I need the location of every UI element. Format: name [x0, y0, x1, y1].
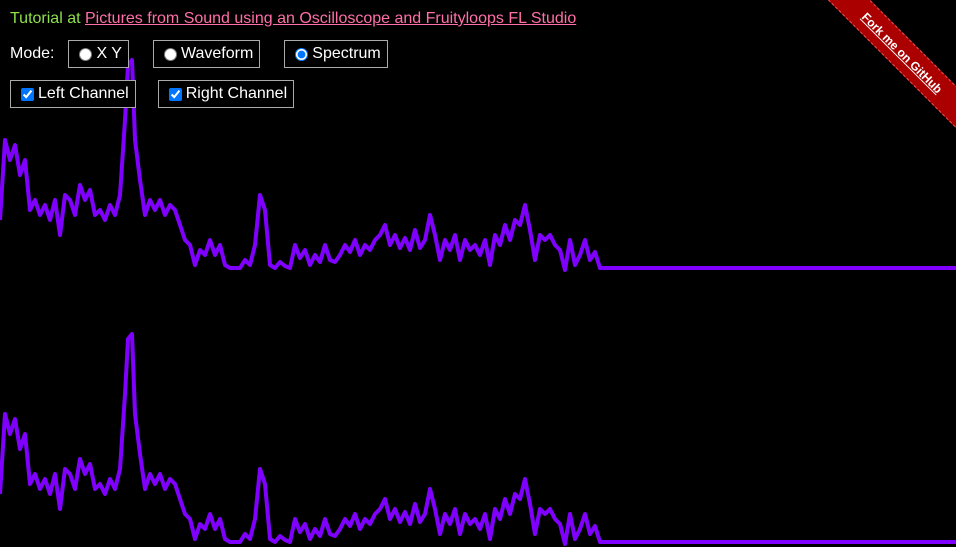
mode-option[interactable]: Spectrum	[284, 40, 388, 68]
channel-label: Left Channel	[38, 85, 129, 102]
channel-option[interactable]: Right Channel	[157, 80, 295, 108]
right-spectrum	[0, 332, 956, 546]
channel-checkbox[interactable]	[168, 87, 182, 101]
mode-label: Mode:	[10, 45, 55, 62]
tutorial-link[interactable]: Pictures from Sound using an Oscilloscop…	[85, 10, 577, 27]
header-prefix: Tutorial at	[10, 10, 81, 27]
channel-checkbox[interactable]	[21, 87, 34, 101]
mode-radio[interactable]	[79, 47, 93, 61]
mode-option[interactable]: Waveform	[152, 40, 261, 68]
controls: Tutorial at Pictures from Sound using an…	[10, 10, 576, 108]
mode-radio[interactable]	[163, 47, 177, 61]
mode-radio[interactable]	[295, 47, 309, 61]
channel-option[interactable]: Left Channel	[10, 80, 136, 108]
mode-row: Mode: X Y Waveform Spectrum	[10, 40, 576, 68]
mode-option-label: X Y	[96, 45, 122, 62]
mode-option[interactable]: X Y	[68, 40, 129, 68]
channel-row: Left Channel Right Channel	[0, 80, 576, 108]
github-ribbon[interactable]: Fork me on GitHub	[820, 0, 956, 135]
mode-option-label: Waveform	[180, 45, 254, 62]
mode-option-label: Spectrum	[312, 45, 381, 62]
channel-label: Right Channel	[185, 85, 288, 102]
ribbon-wrap: Fork me on GitHub	[816, 0, 956, 140]
header: Tutorial at Pictures from Sound using an…	[10, 10, 576, 28]
